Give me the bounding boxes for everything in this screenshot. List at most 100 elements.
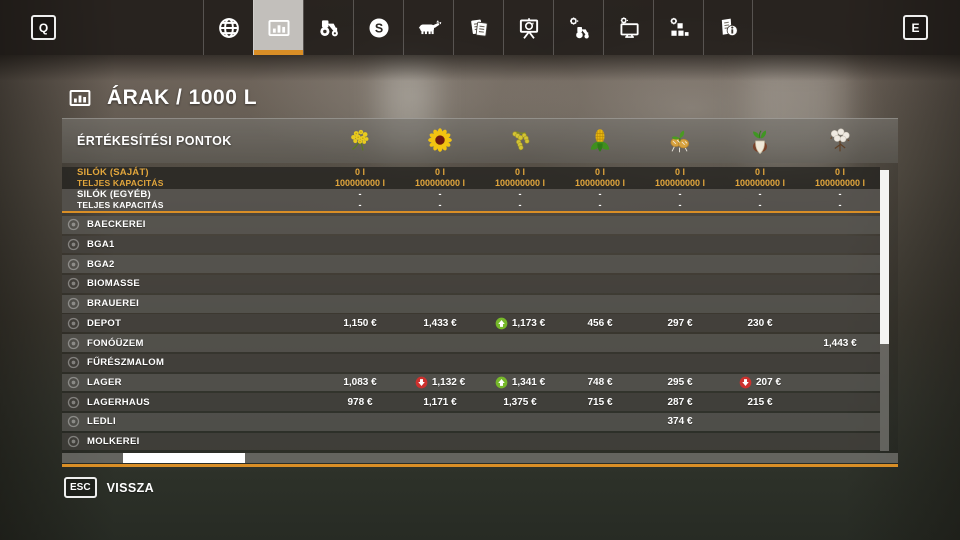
price-cell: 1,171 € <box>400 397 480 408</box>
hotspot-icon <box>67 337 80 350</box>
tab-garage[interactable] <box>303 0 353 55</box>
hotspot-icon <box>67 376 80 389</box>
price-value: 374 € <box>667 416 693 428</box>
price-value: 215 € <box>747 396 773 408</box>
hotspot-icon <box>67 218 80 231</box>
tab-finances[interactable]: S <box>353 0 403 55</box>
price-cell: 1,173 € <box>480 317 560 330</box>
tab-contracts[interactable] <box>453 0 503 55</box>
sunflower-icon <box>425 126 455 156</box>
price-cell: 1,150 € <box>320 318 400 329</box>
sellpoint-row-fonóüzem[interactable]: FONÓÜZEM 1,443 € <box>62 334 880 352</box>
silo-row-own: SILÓK (SAJÁT) TELJES KAPACITÁS 0 l 10000000… <box>62 167 880 189</box>
silo-value-cell: -- <box>358 189 362 210</box>
topbar-shadow <box>0 55 960 81</box>
key-hint-e[interactable]: E <box>903 15 928 40</box>
sellpoint-name: MOLKEREI <box>87 435 140 447</box>
monitor-gear-icon <box>616 15 642 41</box>
horizontal-scrollbar[interactable] <box>62 453 898 463</box>
hotspot-icon <box>67 277 80 290</box>
price-value: 1,443 € <box>823 337 857 349</box>
tractor-icon <box>316 15 342 41</box>
hotspot-icon <box>67 396 80 409</box>
price-value: 715 € <box>587 396 613 408</box>
sellpoint-row-bga1[interactable]: BGA1 <box>62 235 880 254</box>
sellpoint-name: FONÓÜZEM <box>87 337 144 349</box>
sellpoints-header-label: ÉRTÉKESÍTÉSI PONTOK <box>77 134 232 148</box>
silo-row-other: SILÓK (EGYÉB) TELJES KAPACITÁS - - - - - - - - - - -… <box>62 189 880 213</box>
globe-icon <box>216 15 242 41</box>
price-value: 297 € <box>667 317 693 329</box>
tab-animals[interactable] <box>403 0 453 55</box>
price-value: 1,083 € <box>343 376 377 388</box>
hotspot-icon <box>67 415 80 428</box>
tractor-gear-icon <box>566 15 592 41</box>
sellpoint-name: DEPOT <box>87 317 122 329</box>
sellpoint-name: LAGERHAUS <box>87 396 150 408</box>
key-hint-q[interactable]: Q <box>31 15 56 40</box>
silo-value-cell: -- <box>758 189 762 210</box>
trend-up-icon <box>495 376 508 389</box>
price-cell: 295 € <box>640 377 720 388</box>
silo-value-cell: 0 l 100000000 l <box>654 167 706 188</box>
vertical-scrollbar[interactable] <box>880 170 889 451</box>
horizontal-scrollbar-thumb[interactable] <box>123 453 245 463</box>
tab-prices[interactable] <box>253 0 303 55</box>
price-cell: 748 € <box>560 377 640 388</box>
hotspot-icon <box>67 356 80 369</box>
column-header-soybean <box>480 126 560 156</box>
sellpoint-row-biomasse[interactable]: BIOMASSE <box>62 275 880 293</box>
tab-statistics[interactable] <box>503 0 553 55</box>
help-icon <box>715 15 741 41</box>
tab-display-settings[interactable] <box>603 0 653 55</box>
hotspot-icon <box>67 297 80 310</box>
sellpoint-row-brauerei[interactable]: BRAUEREI <box>62 294 880 313</box>
panel-accent-border <box>62 464 898 467</box>
column-header-cotton <box>800 126 880 156</box>
price-cell: 456 € <box>560 318 640 329</box>
sellpoint-row-molkerei[interactable]: MOLKEREI <box>62 432 880 451</box>
sellpoint-name: BGA2 <box>87 258 115 270</box>
sellpoint-row-depot[interactable]: DEPOT 1,150 € 1,433 € 1,173 € 456 € 297 € 230 … <box>62 314 880 333</box>
potato-icon <box>665 126 695 156</box>
cotton-icon <box>825 126 855 156</box>
sellpoint-row-lager[interactable]: LAGER 1,083 € 1,132 € 1,341 € 748 € 295 € 207 … <box>62 373 880 392</box>
hotspot-icon <box>67 435 80 448</box>
tab-help[interactable] <box>703 0 753 55</box>
price-cell: 978 € <box>320 397 400 408</box>
sellpoint-name: LEDLI <box>87 416 116 428</box>
silo-value-cell: -- <box>518 189 522 210</box>
hotspot-icon <box>67 317 80 330</box>
canola-icon <box>345 126 375 156</box>
sellpoint-row-bga2[interactable]: BGA2 <box>62 255 880 274</box>
price-cell: 1,132 € <box>400 376 480 389</box>
sellpoint-row-baeckerei[interactable]: BAECKEREI <box>62 216 880 234</box>
topbar-tabs: S <box>203 0 753 55</box>
silo-value-cell: -- <box>598 189 602 210</box>
sellpoint-row-fűrészmalom[interactable]: FŰRÉSZMALOM <box>62 353 880 372</box>
page-title-text: ÁRAK / 1000 L <box>107 86 258 109</box>
sellpoint-row-ledli[interactable]: LEDLI 374 € <box>62 412 880 431</box>
hotspot-icon <box>67 258 80 271</box>
key-hint-esc[interactable]: ESC <box>64 477 97 498</box>
silo-value-cell: 0 l 100000000 l <box>734 167 786 188</box>
vertical-scrollbar-thumb[interactable] <box>880 170 889 345</box>
silo-rows: SILÓK (SAJÁT) TELJES KAPACITÁS 0 l 10000000… <box>62 167 898 213</box>
chart-icon <box>266 15 292 41</box>
price-cell: 287 € <box>640 397 720 408</box>
price-cell: 1,443 € <box>800 338 880 349</box>
price-value: 978 € <box>347 396 373 408</box>
corn-icon <box>585 126 615 156</box>
sellpoint-row-lagerhaus[interactable]: LAGERHAUS 978 € 1,171 € 1,375 € 715 € 287 € 21… <box>62 393 880 411</box>
silo-value-cell: -- <box>438 189 442 210</box>
tab-general-settings[interactable] <box>653 0 703 55</box>
silo-value-cell: 0 l 100000000 l <box>494 167 546 188</box>
trend-down-icon <box>415 376 428 389</box>
tab-game-settings[interactable] <box>553 0 603 55</box>
tab-map[interactable] <box>203 0 253 55</box>
column-header-corn <box>560 126 640 156</box>
silo-value-cell: 0 l 100000000 l <box>334 167 386 188</box>
table-rows: BAECKEREI BGA1 BGA2 BIOMASSE BRAUEREI DEPOT 1,… <box>62 216 898 451</box>
back-label: VISSZA <box>106 480 155 495</box>
silo-row-label: SILÓK (SAJÁT) TELJES KAPACITÁS <box>77 166 164 188</box>
